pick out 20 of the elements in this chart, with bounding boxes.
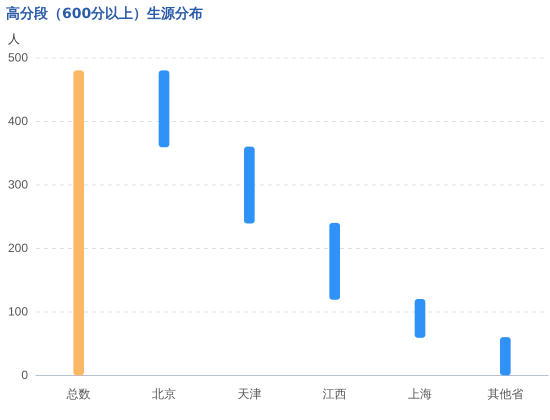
x-tick-label: 其他省 bbox=[487, 387, 524, 402]
x-tick-label: 江西 bbox=[322, 387, 347, 402]
y-tick-label: 100 bbox=[8, 304, 28, 318]
y-tick-label: 400 bbox=[8, 114, 28, 128]
y-tick-label: 300 bbox=[8, 177, 28, 192]
y-axis-title: 人 bbox=[8, 32, 20, 46]
y-tick-label: 500 bbox=[8, 50, 28, 64]
bar bbox=[158, 70, 170, 148]
x-tick-label: 天津 bbox=[237, 387, 262, 402]
bar bbox=[414, 299, 426, 338]
bar bbox=[329, 222, 340, 300]
bar bbox=[244, 146, 255, 224]
y-tick-label: 0 bbox=[21, 368, 28, 382]
x-tick-label: 北京 bbox=[152, 387, 176, 402]
y-tick-label: 200 bbox=[8, 240, 28, 255]
chart-title: 高分段（600分以上）生源分布 bbox=[6, 5, 204, 23]
bar bbox=[500, 337, 511, 376]
bar bbox=[73, 70, 84, 376]
x-tick-label: 总数 bbox=[66, 387, 91, 402]
x-tick-label: 上海 bbox=[408, 387, 432, 402]
